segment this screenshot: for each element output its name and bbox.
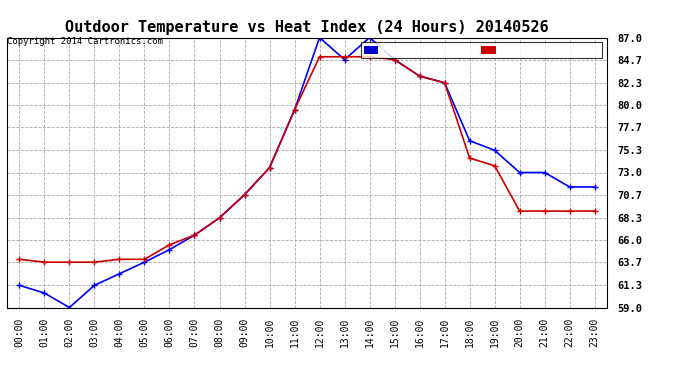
Temperature (°F) bbox=[115, 257, 124, 261]
Temperature (°F) bbox=[66, 260, 74, 264]
Heat Index (°F) bbox=[491, 148, 499, 153]
Temperature (°F) bbox=[591, 209, 599, 213]
Temperature (°F) bbox=[440, 81, 449, 85]
Heat Index (°F) bbox=[591, 185, 599, 189]
Heat Index (°F) bbox=[166, 248, 174, 252]
Temperature (°F) bbox=[40, 260, 48, 264]
Temperature (°F) bbox=[190, 233, 199, 237]
Heat Index (°F) bbox=[266, 165, 274, 170]
Heat Index (°F) bbox=[415, 74, 424, 78]
Heat Index (°F) bbox=[115, 272, 124, 276]
Title: Outdoor Temperature vs Heat Index (24 Hours) 20140526: Outdoor Temperature vs Heat Index (24 Ho… bbox=[66, 20, 549, 35]
Temperature (°F) bbox=[290, 108, 299, 112]
Heat Index (°F) bbox=[240, 192, 248, 197]
Temperature (°F) bbox=[566, 209, 574, 213]
Temperature (°F) bbox=[540, 209, 549, 213]
Temperature (°F) bbox=[315, 54, 324, 59]
Heat Index (°F) bbox=[391, 57, 399, 62]
Heat Index (°F) bbox=[466, 138, 474, 143]
Heat Index (°F) bbox=[566, 185, 574, 189]
Temperature (°F) bbox=[340, 54, 348, 59]
Heat Index (°F) bbox=[340, 57, 348, 62]
Text: Copyright 2014 Cartronics.com: Copyright 2014 Cartronics.com bbox=[7, 38, 163, 46]
Temperature (°F) bbox=[240, 192, 248, 197]
Heat Index (°F) bbox=[215, 216, 224, 220]
Heat Index (°F) bbox=[190, 233, 199, 237]
Temperature (°F) bbox=[515, 209, 524, 213]
Legend: Heat Index  (°F), Temperature  (°F): Heat Index (°F), Temperature (°F) bbox=[361, 42, 602, 58]
Heat Index (°F) bbox=[140, 260, 148, 264]
Temperature (°F) bbox=[15, 257, 23, 261]
Temperature (°F) bbox=[391, 57, 399, 62]
Temperature (°F) bbox=[415, 74, 424, 78]
Temperature (°F) bbox=[366, 54, 374, 59]
Heat Index (°F) bbox=[440, 81, 449, 85]
Temperature (°F) bbox=[215, 216, 224, 220]
Heat Index (°F) bbox=[15, 283, 23, 288]
Temperature (°F) bbox=[491, 164, 499, 168]
Heat Index (°F) bbox=[290, 108, 299, 112]
Heat Index (°F) bbox=[90, 283, 99, 288]
Heat Index (°F) bbox=[515, 170, 524, 175]
Temperature (°F) bbox=[266, 165, 274, 170]
Temperature (°F) bbox=[166, 243, 174, 247]
Heat Index (°F) bbox=[315, 35, 324, 40]
Heat Index (°F) bbox=[366, 35, 374, 40]
Line: Temperature (°F): Temperature (°F) bbox=[16, 53, 598, 265]
Heat Index (°F) bbox=[66, 305, 74, 310]
Temperature (°F) bbox=[466, 156, 474, 160]
Temperature (°F) bbox=[140, 257, 148, 261]
Heat Index (°F) bbox=[540, 170, 549, 175]
Line: Heat Index (°F): Heat Index (°F) bbox=[16, 34, 598, 311]
Heat Index (°F) bbox=[40, 291, 48, 295]
Temperature (°F) bbox=[90, 260, 99, 264]
